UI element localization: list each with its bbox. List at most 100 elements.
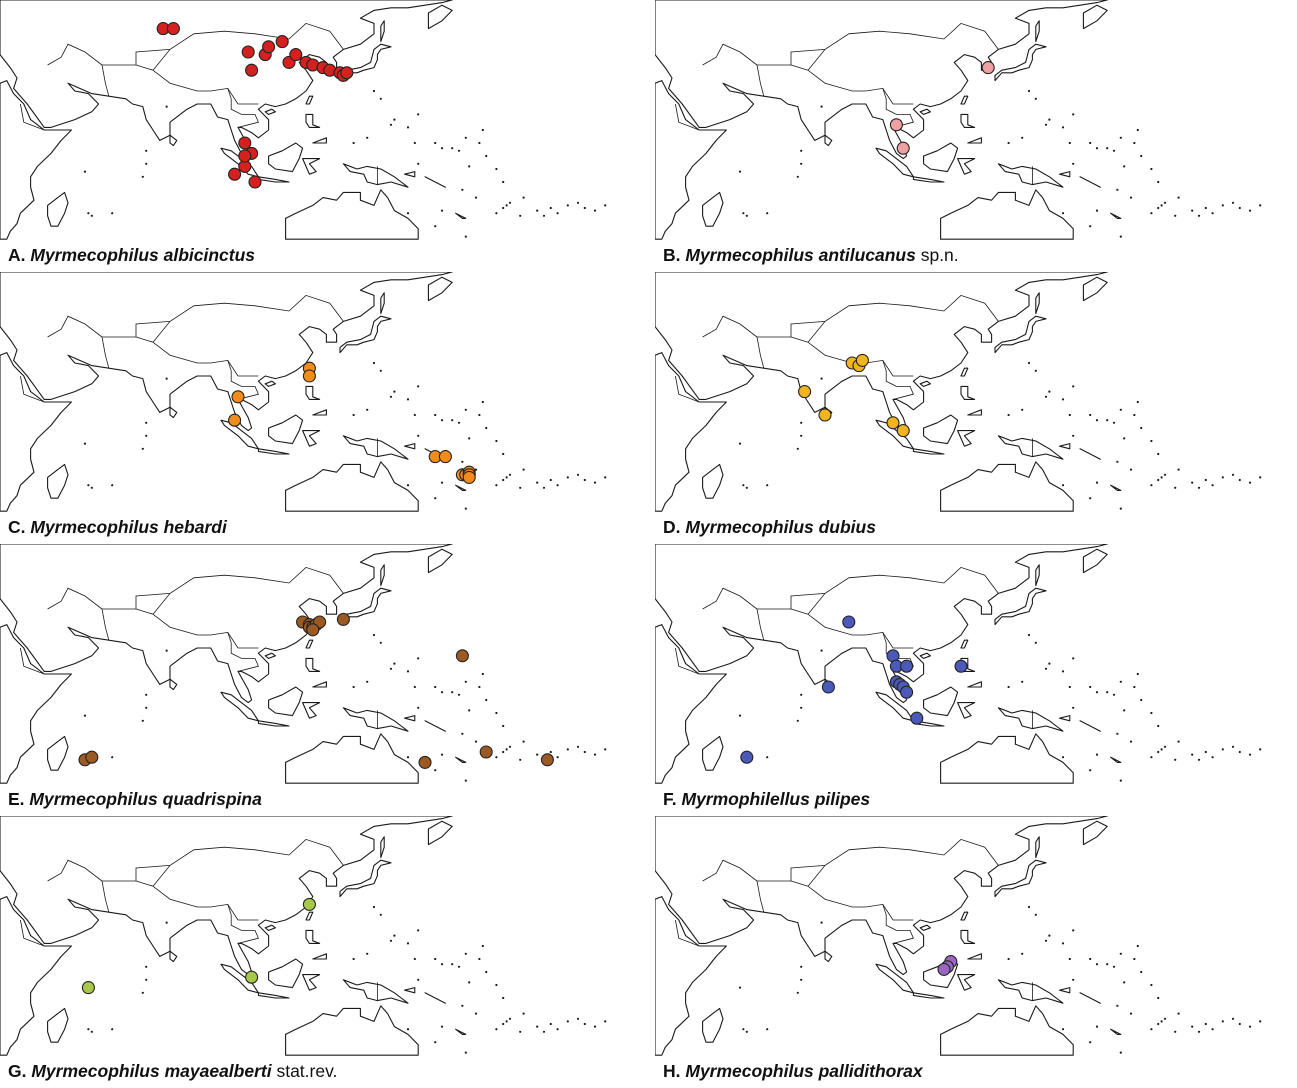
- island-dot: [800, 965, 803, 968]
- island-dot: [1048, 934, 1051, 937]
- island-dot: [372, 905, 376, 909]
- land-outline: [967, 409, 982, 416]
- land-outline: [424, 992, 446, 1004]
- land-outline: [404, 987, 416, 994]
- island-dot: [1072, 706, 1075, 709]
- island-dot: [478, 141, 481, 145]
- land-outline: [967, 953, 982, 960]
- island-dot: [1116, 188, 1119, 191]
- country-border: [702, 315, 765, 369]
- island-dot: [389, 123, 393, 126]
- island-dot: [406, 942, 410, 945]
- island-dot: [406, 1028, 410, 1031]
- island-dot: [738, 714, 742, 717]
- island-dot: [485, 698, 488, 702]
- island-dot: [481, 672, 484, 676]
- occurrence-point: [798, 385, 812, 399]
- land-outline: [875, 691, 914, 722]
- island-dot: [1221, 204, 1224, 207]
- occurrence-point: [262, 40, 276, 54]
- island-dot: [505, 476, 508, 479]
- land-outline: [47, 735, 69, 771]
- island-dot: [1157, 750, 1160, 754]
- country-border: [790, 593, 826, 609]
- land-outline: [302, 158, 321, 175]
- island-dot: [1238, 206, 1241, 210]
- island-dot: [468, 981, 471, 984]
- panel-letter: C.: [8, 517, 26, 537]
- occurrence-point: [886, 416, 900, 430]
- island-dot: [505, 748, 508, 751]
- island-dot: [495, 484, 498, 487]
- land-outline: [967, 681, 982, 688]
- occurrence-point: [842, 615, 856, 629]
- island-dot: [87, 212, 90, 215]
- island-dot: [145, 693, 148, 696]
- land-outline: [1110, 484, 1122, 491]
- island-dot: [556, 1028, 559, 1031]
- island-dot: [481, 944, 484, 948]
- island-dot: [1157, 1022, 1160, 1026]
- occurrence-point: [238, 149, 252, 163]
- island-dot: [145, 421, 148, 424]
- island-dot: [474, 1012, 478, 1015]
- island-dot: [1157, 452, 1160, 456]
- island-dot: [434, 497, 437, 500]
- island-dot: [502, 180, 505, 184]
- land-outline: [994, 315, 1047, 354]
- panel-caption: C. Myrmecophilus hebardi: [8, 517, 227, 538]
- island-dot: [576, 1017, 580, 1020]
- island-dot: [440, 147, 444, 150]
- island-dot: [417, 706, 420, 709]
- island-dot: [417, 929, 420, 932]
- land-outline: [305, 929, 321, 944]
- map-panel-d: D. Myrmecophilus dubius: [655, 272, 1297, 540]
- land-outline: [342, 707, 409, 732]
- island-dot: [1211, 1028, 1214, 1031]
- country-border: [702, 43, 765, 97]
- island-dot: [1021, 680, 1024, 683]
- island-dot: [1174, 486, 1177, 489]
- species-name: Myrmecophilus pallidithorax: [685, 1061, 923, 1081]
- island-dot: [583, 1022, 586, 1026]
- land-outline: [1035, 836, 1040, 859]
- island-dot: [1140, 426, 1143, 430]
- land-outline: [257, 720, 290, 727]
- island-dot: [468, 437, 471, 440]
- island-dot: [1140, 698, 1143, 702]
- occurrence-point: [336, 612, 350, 626]
- island-dot: [87, 1028, 90, 1031]
- island-dot: [474, 740, 478, 743]
- land-outline: [302, 702, 321, 719]
- island-dot: [352, 141, 355, 145]
- island-dot: [1231, 1017, 1235, 1020]
- island-dot: [1072, 385, 1075, 388]
- land-outline: [702, 735, 724, 771]
- island-dot: [83, 442, 87, 445]
- island-dot: [393, 662, 396, 665]
- island-dot: [1123, 709, 1126, 712]
- island-dot: [451, 963, 454, 966]
- occurrence-point: [81, 981, 95, 995]
- island-dot: [800, 693, 803, 696]
- land-outline: [1059, 987, 1071, 994]
- country-border: [790, 321, 826, 337]
- island-dot: [464, 952, 467, 955]
- island-dot: [1211, 756, 1214, 759]
- island-dot: [1163, 745, 1167, 748]
- land-outline: [1110, 756, 1122, 763]
- landmass-outlines: [0, 0, 607, 240]
- country-border: [807, 838, 999, 887]
- island-dot: [1106, 691, 1109, 694]
- basemap: [655, 272, 1262, 512]
- land-outline: [1082, 548, 1108, 574]
- island-dot: [1095, 1025, 1099, 1028]
- occurrence-point: [981, 61, 995, 75]
- occurrence-point: [900, 659, 914, 673]
- island-dot: [738, 986, 742, 989]
- occurrence-point: [275, 35, 289, 49]
- occurrence-point: [228, 167, 242, 181]
- island-dot: [461, 1004, 464, 1007]
- island-dot: [141, 175, 144, 178]
- island-dot: [461, 188, 464, 191]
